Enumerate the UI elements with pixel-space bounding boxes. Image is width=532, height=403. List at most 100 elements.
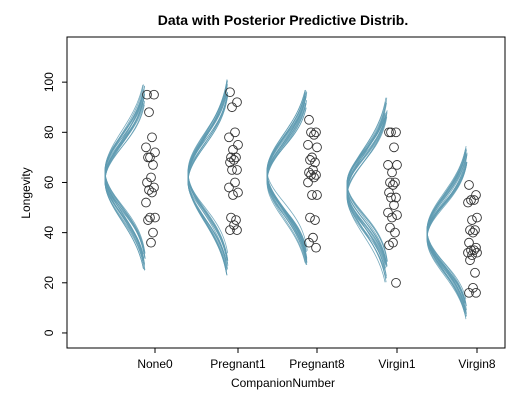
posterior-curve bbox=[266, 103, 307, 252]
observed-point bbox=[467, 215, 477, 225]
observed-point bbox=[392, 160, 402, 170]
posterior-curve bbox=[426, 164, 467, 302]
y-axis: 0 20 40 60 80 100 bbox=[42, 72, 67, 336]
observed-point bbox=[390, 227, 400, 238]
observed-point bbox=[470, 267, 480, 278]
posterior-curve bbox=[346, 97, 388, 283]
observed-point bbox=[304, 114, 314, 125]
observed-point bbox=[143, 152, 153, 163]
x-tick-label: Pregnant1 bbox=[210, 357, 266, 371]
posterior-curve bbox=[426, 161, 468, 304]
x-tick-label: Virgin8 bbox=[458, 357, 495, 371]
x-axis-label: CompanionNumber bbox=[231, 376, 335, 390]
observed-points-layer bbox=[141, 87, 482, 298]
observed-point bbox=[226, 152, 236, 163]
y-tick-label: 80 bbox=[42, 125, 56, 139]
x-axis: None0 Pregnant1 Pregnant8 Virgin1 Virgin8 bbox=[137, 348, 496, 371]
posterior-curve bbox=[104, 101, 146, 253]
posterior-curves-layer bbox=[104, 79, 468, 320]
observed-point bbox=[227, 165, 237, 175]
observed-point bbox=[147, 132, 157, 143]
observed-point bbox=[227, 102, 237, 113]
observed-point bbox=[150, 212, 160, 223]
observed-point bbox=[465, 225, 475, 235]
observed-point bbox=[232, 97, 242, 108]
observed-point bbox=[464, 237, 474, 248]
observed-point bbox=[230, 127, 240, 138]
observed-point bbox=[225, 157, 235, 168]
observed-point bbox=[307, 152, 317, 163]
observed-point bbox=[148, 227, 158, 238]
posterior-curve bbox=[187, 94, 229, 261]
observed-point bbox=[471, 287, 481, 298]
observed-point bbox=[142, 89, 152, 100]
posterior-curve bbox=[346, 118, 388, 262]
observed-point bbox=[391, 192, 401, 203]
posterior-curve bbox=[187, 83, 228, 272]
observed-point bbox=[471, 242, 481, 253]
observed-point bbox=[390, 177, 400, 188]
observed-point bbox=[145, 212, 155, 223]
posterior-curve bbox=[266, 102, 307, 253]
observed-point bbox=[233, 140, 243, 150]
x-tick-label: Pregnant8 bbox=[289, 357, 345, 371]
x-tick-label: Virgin1 bbox=[378, 357, 415, 371]
observed-point bbox=[386, 127, 396, 138]
posterior-curve bbox=[426, 163, 468, 303]
observed-point bbox=[387, 167, 397, 178]
chart-title: Data with Posterior Predictive Distrib. bbox=[158, 12, 409, 28]
posterior-curve bbox=[266, 103, 307, 252]
observed-point bbox=[232, 165, 242, 175]
posterior-curve bbox=[104, 96, 146, 259]
posterior-curve bbox=[187, 96, 228, 259]
observed-point bbox=[465, 255, 475, 266]
observed-point bbox=[384, 127, 394, 138]
observed-point bbox=[311, 170, 321, 180]
observed-point bbox=[144, 185, 154, 195]
observed-point bbox=[150, 147, 160, 158]
posterior-curve bbox=[187, 94, 229, 261]
observed-point bbox=[472, 212, 482, 223]
observed-point bbox=[143, 215, 153, 225]
observed-point bbox=[309, 129, 319, 140]
observed-point bbox=[141, 197, 151, 208]
observed-point bbox=[142, 177, 152, 188]
posterior-curve bbox=[187, 89, 229, 266]
observed-point bbox=[305, 212, 315, 223]
observed-point bbox=[463, 197, 473, 208]
observed-point bbox=[311, 127, 321, 138]
observed-point bbox=[384, 240, 394, 251]
observed-point bbox=[466, 245, 476, 256]
y-tick-label: 20 bbox=[42, 276, 56, 290]
posterior-curve bbox=[187, 94, 229, 260]
observed-point bbox=[468, 227, 478, 238]
observed-point bbox=[464, 287, 474, 298]
x-tick-label: None0 bbox=[137, 357, 173, 371]
observed-point bbox=[464, 180, 474, 190]
observed-point bbox=[303, 177, 313, 188]
observed-point bbox=[224, 182, 234, 193]
observed-point bbox=[391, 277, 401, 288]
posterior-curve bbox=[426, 166, 467, 300]
y-axis-label: Longevity bbox=[19, 167, 33, 218]
observed-point bbox=[232, 225, 242, 235]
y-tick-label: 60 bbox=[42, 175, 56, 189]
observed-point bbox=[303, 140, 313, 150]
posterior-curve bbox=[346, 116, 387, 264]
posterior-curve bbox=[187, 80, 228, 274]
posterior-curve bbox=[187, 94, 228, 261]
observed-point bbox=[307, 190, 317, 200]
observed-point bbox=[470, 225, 480, 235]
observed-point bbox=[228, 190, 238, 200]
posterior-curve bbox=[346, 116, 387, 264]
posterior-curve bbox=[187, 94, 229, 261]
observed-point bbox=[141, 142, 151, 153]
observed-point bbox=[391, 127, 401, 138]
observed-point bbox=[387, 212, 397, 223]
observed-point bbox=[384, 187, 394, 198]
observed-point bbox=[309, 172, 319, 183]
y-tick-label: 100 bbox=[42, 72, 56, 92]
observed-point bbox=[385, 222, 395, 233]
